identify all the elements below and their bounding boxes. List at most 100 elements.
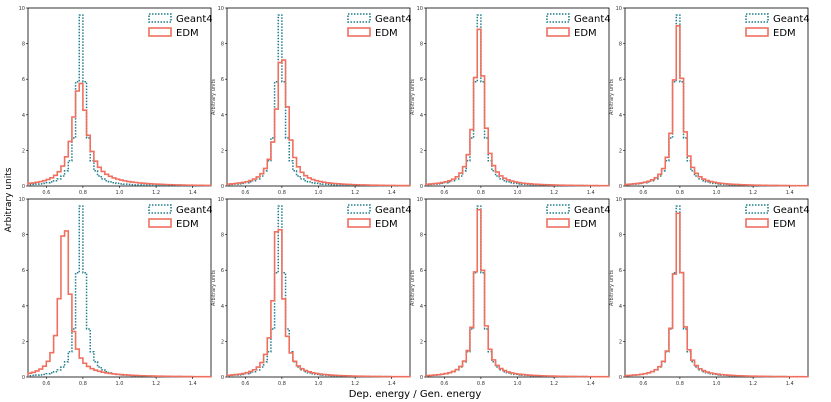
y-tick-label: 6 xyxy=(22,77,25,83)
y-tick-label: 2 xyxy=(619,148,622,154)
x-tick-label: 1.4 xyxy=(786,381,794,387)
y-tick-label: 10 xyxy=(218,197,224,203)
y-tick-label: 10 xyxy=(19,6,25,12)
y-tick-label: 4 xyxy=(221,304,224,310)
y-tick-label: 6 xyxy=(221,268,224,274)
axes-frame xyxy=(226,198,411,378)
x-tick-label: 1.0 xyxy=(514,190,522,196)
x-tick-label: 0.8 xyxy=(676,190,684,196)
y-tick-label: 10 xyxy=(616,6,622,12)
x-tick-label: 1.0 xyxy=(116,190,124,196)
y-tick-label: 4 xyxy=(22,304,25,310)
legend-label-edm: EDM xyxy=(375,219,398,230)
x-tick-label: 1.4 xyxy=(587,190,595,196)
panel-row2-col3: 0.6 0.8 1.0 1.2 1.4 0 2 4 6 8 10 Arbitrary units Gea… xyxy=(410,197,611,387)
y-tick-label: 2 xyxy=(420,339,423,345)
panel-row1-col3: 0.6 0.8 1.0 1.2 1.4 0 2 4 6 8 10 Arbitrary units Gea… xyxy=(410,6,611,196)
x-tick-label: 0.8 xyxy=(278,190,286,196)
x-tick-label: 0.6 xyxy=(241,190,249,196)
hist-edm xyxy=(624,212,809,378)
y-tick-label: 0 xyxy=(221,184,224,190)
y-tick-label: 10 xyxy=(616,197,622,203)
y-tick-label: 8 xyxy=(619,42,622,48)
figure-xlabel: Dep. energy / Gen. energy xyxy=(349,389,482,400)
y-tick-label: 4 xyxy=(221,113,224,119)
x-tick-label: 0.8 xyxy=(79,381,87,387)
x-tick-label: 0.6 xyxy=(42,381,50,387)
x-tick-label: 1.2 xyxy=(550,381,558,387)
legend-label-geant4: Geant4 xyxy=(375,205,412,216)
legend-label-edm: EDM xyxy=(375,28,398,39)
x-tick-label: 1.4 xyxy=(189,381,197,387)
y-tick-label: 10 xyxy=(417,6,423,12)
x-tick-label: 0.6 xyxy=(639,190,647,196)
y-tick-label: 2 xyxy=(619,339,622,345)
x-tick-label: 1.2 xyxy=(749,190,757,196)
y-tick-label: 2 xyxy=(221,339,224,345)
panel-row1-col4: 0.6 0.8 1.0 1.2 1.4 0 2 4 6 8 10 Arbitrary units Gea… xyxy=(609,6,810,196)
axes-frame xyxy=(27,198,212,378)
legend-label-geant4: Geant4 xyxy=(375,14,412,25)
y-tick-label: 0 xyxy=(420,375,423,381)
legend-swatch-edm xyxy=(745,218,769,228)
y-tick-label: 0 xyxy=(619,184,622,190)
legend-label-geant4: Geant4 xyxy=(176,205,213,216)
x-tick-label: 0.8 xyxy=(79,190,87,196)
legend-label-edm: EDM xyxy=(574,219,597,230)
x-tick-label: 1.4 xyxy=(587,381,595,387)
hist-edm xyxy=(226,228,411,378)
x-tick-label: 1.2 xyxy=(749,381,757,387)
x-tick-label: 1.0 xyxy=(315,190,323,196)
panel-ylabel: Arbitrary units xyxy=(609,79,615,115)
panel-ylabel: Arbitrary units xyxy=(609,270,615,306)
y-tick-label: 6 xyxy=(221,77,224,83)
y-tick-label: 4 xyxy=(22,113,25,119)
hist-edm xyxy=(624,25,809,187)
x-tick-label: 0.8 xyxy=(278,381,286,387)
x-tick-label: 1.0 xyxy=(514,381,522,387)
hist-edm xyxy=(27,82,212,187)
legend-swatch-edm xyxy=(546,218,570,228)
y-tick-label: 0 xyxy=(22,375,25,381)
y-tick-label: 8 xyxy=(221,42,224,48)
x-tick-label: 1.2 xyxy=(152,381,160,387)
y-tick-label: 8 xyxy=(22,42,25,48)
hist-edm xyxy=(226,59,411,187)
x-tick-label: 1.4 xyxy=(786,190,794,196)
legend-label-geant4: Geant4 xyxy=(574,14,611,25)
y-tick-label: 6 xyxy=(420,268,423,274)
panel-ylabel: Arbitrary units xyxy=(410,79,416,115)
y-tick-label: 0 xyxy=(420,184,423,190)
x-tick-label: 1.0 xyxy=(116,381,124,387)
x-tick-label: 1.0 xyxy=(315,381,323,387)
legend-label-edm: EDM xyxy=(176,219,199,230)
x-tick-label: 0.6 xyxy=(440,190,448,196)
x-tick-label: 1.4 xyxy=(388,381,396,387)
y-tick-label: 0 xyxy=(619,375,622,381)
x-tick-label: 1.2 xyxy=(351,190,359,196)
legend-swatch-edm xyxy=(347,218,371,228)
legend-label-edm: EDM xyxy=(773,219,796,230)
y-tick-label: 8 xyxy=(22,233,25,239)
y-tick-label: 4 xyxy=(420,304,423,310)
y-tick-label: 6 xyxy=(22,268,25,274)
figure-ylabel: Arbitrary units xyxy=(4,167,14,232)
panel-row2-col2: 0.6 0.8 1.0 1.2 1.4 0 2 4 6 8 10 Arbitrary units Gea… xyxy=(211,197,412,387)
y-tick-label: 4 xyxy=(619,113,622,119)
legend-swatch-edm xyxy=(148,218,172,228)
x-tick-label: 1.2 xyxy=(152,190,160,196)
panel-ylabel: Arbitrary units xyxy=(211,79,217,115)
y-tick-label: 8 xyxy=(420,42,423,48)
legend-swatch-edm xyxy=(148,27,172,37)
hist-edm xyxy=(425,28,610,187)
x-tick-label: 0.6 xyxy=(639,381,647,387)
legend-label-geant4: Geant4 xyxy=(773,205,810,216)
legend-label-edm: EDM xyxy=(574,28,597,39)
x-tick-label: 0.8 xyxy=(477,190,485,196)
x-tick-label: 1.4 xyxy=(189,190,197,196)
y-tick-label: 8 xyxy=(221,233,224,239)
axes-frame xyxy=(27,7,212,187)
x-tick-label: 1.4 xyxy=(388,190,396,196)
y-tick-label: 0 xyxy=(221,375,224,381)
panel-row1-col1: 0.6 0.8 1.0 1.2 1.4 0 2 4 6 8 10 Geant4 EDM xyxy=(19,6,213,196)
